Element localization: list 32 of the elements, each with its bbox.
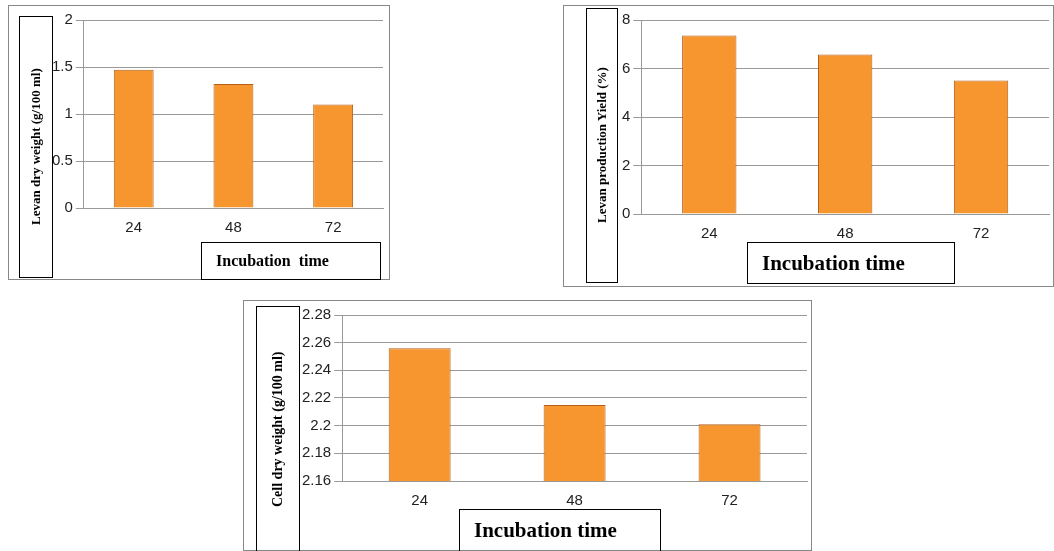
x-tick-label: 72	[324, 218, 342, 236]
x-tick-label: 48	[836, 224, 854, 242]
y-tick-label: 0	[64, 198, 73, 216]
y-tick-label: 2.24	[301, 360, 332, 378]
y-tick-label: 6	[622, 58, 631, 76]
x-tick-label: 48	[225, 218, 242, 236]
y-tick-label: 2.26	[301, 332, 332, 350]
y-tick-label: 0.5	[51, 151, 73, 169]
y-tick-label: 2.2	[310, 415, 332, 433]
x-axis-title: Incubation time	[747, 242, 955, 284]
x-tick-label: 24	[411, 491, 429, 509]
x-tick-label: 48	[566, 491, 583, 509]
x-tick-label: 72	[721, 491, 738, 509]
y-tick-label: 4	[622, 107, 631, 125]
x-axis-title: Incubation time	[459, 509, 661, 551]
y-tick-label: 2	[64, 10, 73, 28]
y-tick-label: 2.18	[301, 443, 332, 461]
y-axis-title: Cell dry weight (g/100 ml)	[256, 306, 300, 551]
y-tick-label: 8	[622, 10, 631, 28]
y-tick-label: 2.28	[301, 305, 332, 323]
x-tick-label: 24	[125, 218, 143, 236]
y-tick-label: 2.22	[301, 388, 332, 406]
y-tick-label: 2.16	[301, 471, 332, 489]
y-tick-label: 2	[622, 155, 631, 173]
y-axis-title: Levan production Yield (%)	[586, 8, 618, 283]
x-axis-title: Incubation time	[201, 242, 381, 280]
y-tick-label: 0	[622, 204, 631, 222]
y-tick-label: 1	[64, 104, 73, 122]
y-axis-title: Levan dry weight (g/100 ml)	[19, 16, 53, 278]
x-tick-label: 72	[972, 224, 990, 242]
x-tick-label: 24	[700, 224, 718, 242]
y-tick-label: 1.5	[51, 57, 73, 75]
